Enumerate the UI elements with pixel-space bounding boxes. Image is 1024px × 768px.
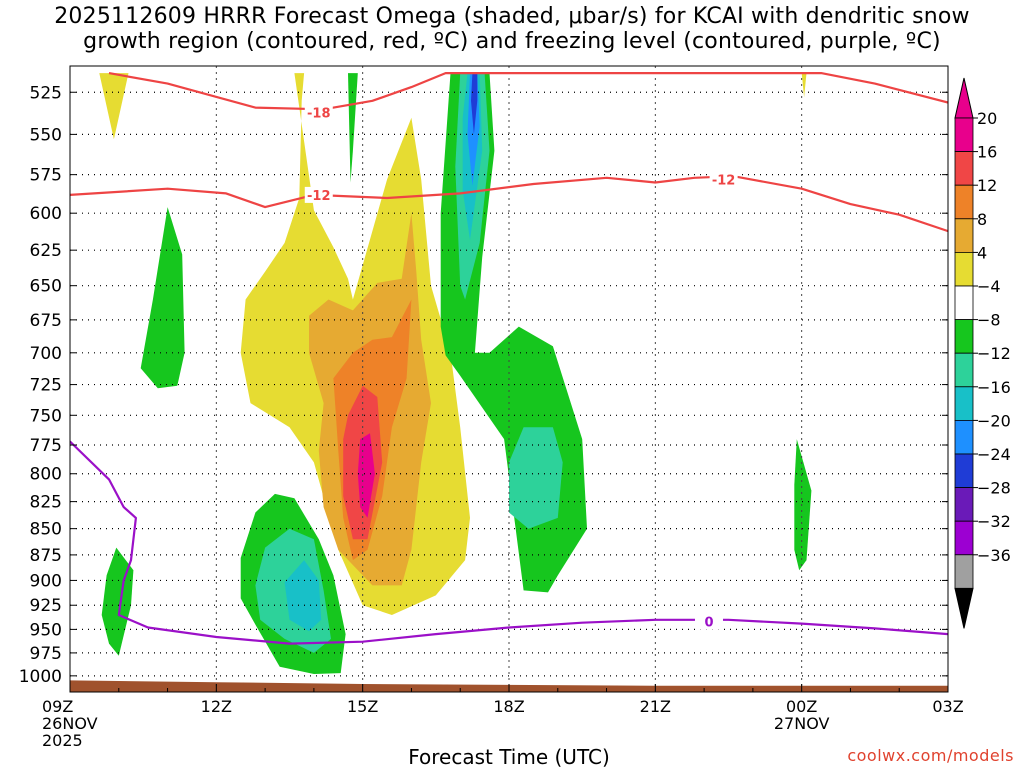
- colorbar-bin-3: [954, 218, 974, 253]
- y-tick-label-800: 800: [30, 465, 62, 485]
- y-tick-label-900: 900: [30, 571, 62, 591]
- y-tick-label-825: 825: [30, 493, 62, 513]
- y-tick-label-550: 550: [30, 125, 62, 145]
- colorbar-label-2: 12: [977, 176, 997, 195]
- colorbar-bin-2: [954, 184, 974, 220]
- colorbar-bin-9: [954, 419, 974, 455]
- colorbar-bin-0: [954, 117, 974, 152]
- colorbar-label-11: −28: [977, 479, 1011, 498]
- colorbar-label-5: −4: [977, 277, 1001, 296]
- contour-label--12-1: -12: [712, 173, 736, 188]
- contour-label-0-0: 0: [704, 616, 713, 631]
- y-tick-label-600: 600: [30, 204, 62, 224]
- y-tick-label-725: 725: [30, 376, 62, 396]
- colorbar-label-12: −32: [977, 512, 1011, 531]
- omega-shaded-region-12: [794, 439, 812, 571]
- y-tick-label-675: 675: [30, 311, 62, 331]
- pressure-axis: 525 550 575 600 625 650 675 700 725 750 775 800 825 8…: [19, 83, 948, 687]
- y-tick-label-950: 950: [30, 620, 62, 640]
- colorbar: 20 16 12 8 4 −4 −8 −12 −16 −20 −24 −28 −32 −36: [954, 77, 1011, 629]
- colorbar-bin-12: [954, 520, 974, 556]
- y-tick-label-775: 775: [30, 436, 62, 456]
- omega-shaded-region-0: [99, 73, 129, 140]
- x-tick-label-9-0: 18Z: [493, 697, 524, 716]
- y-tick-label-525: 525: [30, 83, 62, 103]
- colorbar-label-4: 4: [977, 243, 987, 262]
- omega-shaded-region-8: [140, 207, 185, 389]
- chart-title-line-2: growth region (contoured, red, ºC) and f…: [83, 29, 941, 54]
- omega-shaded-region-16: [284, 560, 322, 632]
- y-tick-label-1000: 1000: [19, 667, 62, 687]
- colorbar-bin-5: [954, 285, 974, 320]
- contour-layer: -18 -12 -12 0: [70, 71, 948, 645]
- contour-label-bg: [304, 104, 333, 121]
- omega-shaded-region-14: [509, 427, 563, 529]
- colorbar-label-9: −20: [977, 411, 1011, 430]
- colorbar-label-3: 8: [977, 210, 987, 229]
- x-tick-label-0-0: 09Z: [42, 697, 73, 716]
- colorbar-bin-4: [954, 251, 974, 287]
- x-tick-label-0-2: 2025: [42, 731, 83, 750]
- y-tick-label-875: 875: [30, 546, 62, 566]
- colorbar-bin-11: [954, 487, 974, 522]
- colorbar-label-8: −16: [977, 378, 1011, 397]
- colorbar-bin-7: [954, 352, 974, 388]
- colorbar-bin-6: [954, 319, 974, 354]
- y-tick-label-575: 575: [30, 166, 62, 186]
- colorbar-label-1: 16: [977, 143, 997, 162]
- contour-label-bg: [709, 171, 738, 188]
- contour-label-bg: [694, 613, 723, 630]
- x-tick-label-18-0: 03Z: [932, 697, 963, 716]
- contour-label--12-0: -12: [307, 189, 331, 204]
- y-tick-label-925: 925: [30, 596, 62, 616]
- y-tick-label-750: 750: [30, 406, 62, 426]
- x-tick-label-15-1: 27NOV: [774, 714, 830, 733]
- x-tick-label-12-0: 21Z: [640, 697, 671, 716]
- x-tick-label-15-0: 00Z: [786, 697, 817, 716]
- contour-label-bg: [304, 186, 333, 203]
- omega-shaded-region-1: [801, 73, 807, 98]
- colorbar-label-7: −12: [977, 344, 1011, 363]
- colorbar-label-6: −8: [977, 311, 1001, 330]
- omega-shaded-region-19: [471, 73, 478, 135]
- colorbar-bin-1: [954, 151, 974, 186]
- colorbar-label-10: −24: [977, 445, 1011, 464]
- colorbar-label-13: −36: [977, 546, 1011, 565]
- colorbar-bottom-arrow: [954, 587, 974, 629]
- omega-shading-layer: [99, 73, 812, 674]
- x-tick-label-6-0: 15Z: [347, 697, 378, 716]
- chart-title-line-1: 2025112609 HRRR Forecast Omega (shaded, …: [54, 4, 970, 29]
- contour-line--12: [70, 175, 948, 233]
- omega-shaded-region-7: [348, 73, 358, 183]
- y-tick-label-850: 850: [30, 520, 62, 540]
- contour-line--18: [108, 71, 948, 111]
- colorbar-bin-13: [954, 554, 974, 589]
- x-axis-title: Forecast Time (UTC): [408, 745, 610, 768]
- y-tick-label-650: 650: [30, 277, 62, 297]
- colorbar-label-0: 20: [977, 109, 997, 128]
- colorbar-bin-8: [954, 386, 974, 421]
- chart-title: 2025112609 HRRR Forecast Omega (shaded, …: [0, 4, 1024, 54]
- x-tick-label-0-1: 26NOV: [42, 714, 98, 733]
- y-tick-label-975: 975: [30, 644, 62, 664]
- colorbar-top-arrow: [954, 77, 974, 119]
- x-tick-label-3-0: 12Z: [201, 697, 232, 716]
- omega-shaded-region-6: [357, 433, 375, 518]
- colorbar-bin-10: [954, 453, 974, 488]
- y-tick-label-625: 625: [30, 241, 62, 261]
- grid-layer: [70, 66, 948, 692]
- y-tick-label-700: 700: [30, 344, 62, 364]
- contour-line-0: [70, 440, 948, 645]
- site-credit[interactable]: coolwx.com/models: [847, 746, 1014, 765]
- contour-label--18-0: -18: [307, 107, 331, 122]
